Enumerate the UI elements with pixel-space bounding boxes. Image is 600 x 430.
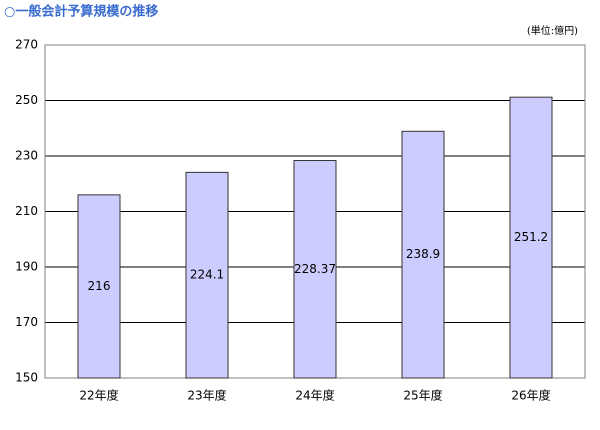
x-tick-label: 22年度 bbox=[79, 388, 118, 403]
y-tick-label: 270 bbox=[15, 38, 38, 52]
data-label: 251.2 bbox=[514, 230, 548, 244]
bar bbox=[509, 96, 553, 379]
bar bbox=[293, 160, 337, 379]
y-tick-label: 190 bbox=[15, 260, 38, 274]
y-tick-label: 150 bbox=[15, 371, 38, 385]
y-tick-label: 210 bbox=[15, 204, 38, 218]
bar bbox=[77, 194, 121, 379]
bar bbox=[185, 171, 229, 379]
x-tick-label: 24年度 bbox=[295, 388, 334, 403]
y-tick-label: 250 bbox=[15, 93, 38, 107]
chart-title: ○一般会計予算規模の推移 bbox=[4, 4, 158, 20]
x-tick-label: 25年度 bbox=[403, 388, 442, 403]
data-label: 216 bbox=[88, 279, 111, 293]
x-tick-label: 26年度 bbox=[511, 388, 550, 403]
bar bbox=[401, 130, 445, 379]
unit-label: (単位:億円) bbox=[527, 24, 578, 37]
x-tick-label: 23年度 bbox=[187, 388, 226, 403]
data-label: 238.9 bbox=[406, 247, 440, 261]
y-tick-label: 230 bbox=[15, 149, 38, 163]
y-tick-label: 170 bbox=[15, 315, 38, 329]
data-label: 228.37 bbox=[294, 262, 336, 276]
data-label: 224.1 bbox=[190, 268, 224, 282]
